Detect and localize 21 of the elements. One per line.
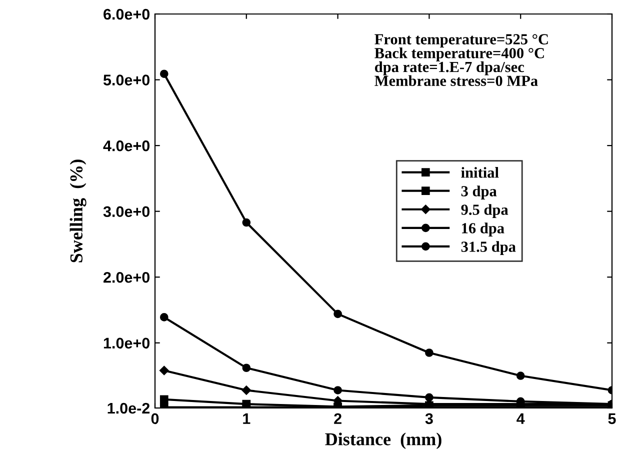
x-tick-label: 4 — [516, 413, 525, 424]
y-tick-label: 2.0e+0 — [104, 272, 150, 283]
y-tick-label: 3.0e+0 — [103, 206, 150, 218]
legend-label: 16 dpa — [462, 222, 504, 237]
x-tick-label: 3 — [425, 413, 433, 424]
x-axis-title: Distance (mm) — [325, 432, 442, 450]
legend-label: 31.5 dpa — [461, 241, 516, 256]
x-tick-label: 0 — [151, 413, 159, 424]
y-tick-label: 6.0e+0 — [104, 8, 150, 20]
x-tick-label: 2 — [334, 413, 342, 424]
x-tick-label: 1 — [243, 413, 250, 424]
legend-label: initial — [461, 167, 499, 178]
x-tick-label: 5 — [608, 413, 616, 424]
y-tick-label: 5.0e+0 — [103, 74, 150, 86]
legend-label: 3 dpa — [461, 186, 497, 200]
y-axis-title: Swelling (%) — [70, 160, 86, 262]
annotation: Front temperature=525 °C Back temperature=400 °C dpa rate=1.E-7 dpa/sec Membrane stress=0 MPa — [374, 34, 548, 86]
y-tick-label: 1.0e+0 — [104, 338, 150, 349]
y-tick-label: 4.0e+0 — [103, 140, 150, 152]
legend-label: 9.5 dpa — [461, 204, 508, 218]
y-tick-label: 1.0e-2 — [108, 402, 150, 414]
